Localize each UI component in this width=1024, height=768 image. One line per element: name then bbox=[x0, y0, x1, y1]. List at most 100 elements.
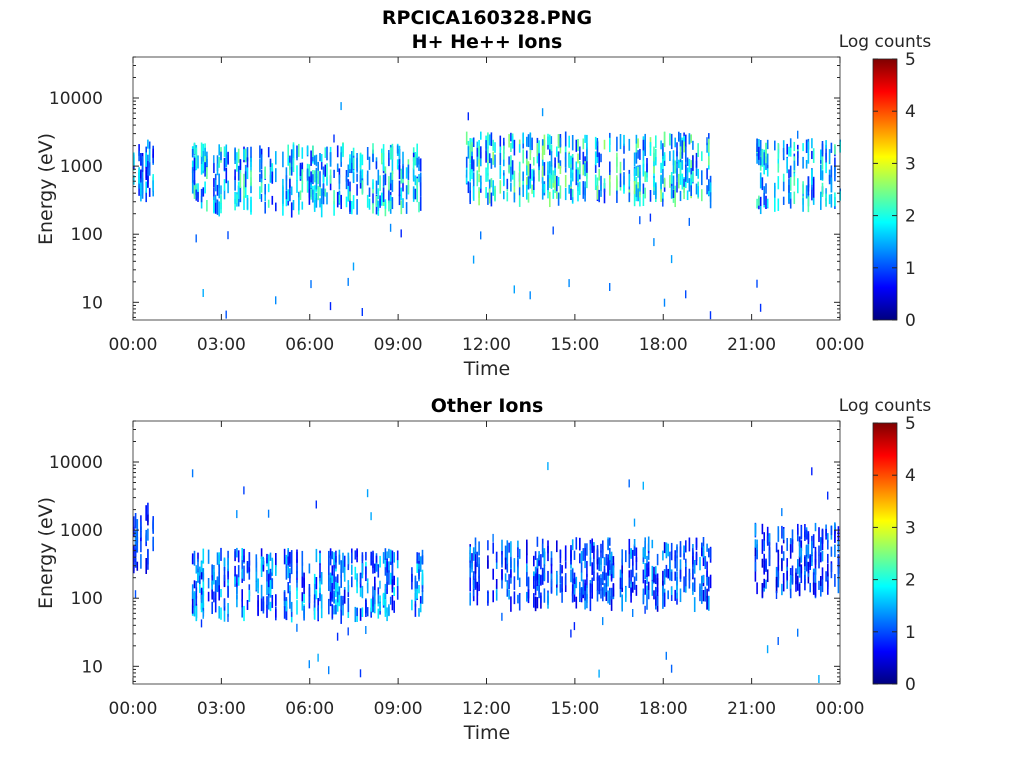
spectrogram-cell bbox=[508, 542, 510, 553]
spectrogram-cell bbox=[814, 546, 817, 563]
spectrogram-cell bbox=[582, 548, 585, 561]
spectrogram-cell bbox=[326, 163, 328, 179]
y-tick-label: 10000 bbox=[49, 453, 103, 473]
spectrogram-cell bbox=[593, 558, 595, 574]
spectrogram-cell bbox=[625, 587, 627, 602]
spectrogram-cell bbox=[285, 554, 288, 565]
spectrogram-cell bbox=[472, 580, 475, 590]
spectrogram-cell bbox=[510, 558, 512, 568]
spectrogram-cell bbox=[564, 545, 567, 561]
spectrogram-cell bbox=[605, 572, 608, 585]
spectrogram-cell bbox=[550, 151, 553, 167]
x-tick-label: 06:00 bbox=[285, 335, 334, 355]
spectrogram-cell bbox=[260, 556, 263, 572]
spectrogram-cell bbox=[688, 178, 691, 192]
spectrogram-cell bbox=[623, 143, 625, 154]
spectrogram-cell bbox=[275, 565, 277, 576]
spectrogram-cell bbox=[356, 607, 358, 617]
spectrogram-cell bbox=[678, 131, 680, 142]
spectrogram-cell bbox=[789, 538, 792, 551]
spectrogram-cell bbox=[692, 548, 694, 557]
spectrogram-cell bbox=[391, 563, 394, 577]
spectrogram-cell bbox=[639, 216, 641, 225]
spectrogram-cell bbox=[259, 145, 261, 159]
spectrogram-cell bbox=[237, 576, 240, 586]
spectrogram-cell bbox=[416, 558, 418, 573]
colorbar-tick-label: 4 bbox=[905, 102, 916, 122]
spectrogram-cell bbox=[670, 586, 673, 596]
spectrogram-cell bbox=[676, 142, 678, 157]
spectrogram-cell bbox=[536, 568, 539, 580]
spectrogram-cell bbox=[765, 150, 767, 164]
spectrogram-cell bbox=[331, 604, 334, 619]
spectrogram-cell bbox=[301, 562, 304, 576]
spectrogram-cell bbox=[669, 134, 671, 145]
spectrogram-cell bbox=[191, 553, 194, 564]
spectrogram-cell bbox=[774, 182, 776, 192]
spectrogram-cell bbox=[402, 182, 404, 192]
spectrogram-cell bbox=[586, 134, 588, 150]
spectrogram-cell bbox=[351, 576, 353, 588]
panel-title: H+ He++ Ions bbox=[412, 31, 563, 53]
spectrogram-cell bbox=[674, 555, 676, 569]
spectrogram-cell bbox=[199, 581, 201, 593]
spectrogram-cell bbox=[693, 597, 696, 613]
spectrogram-cell bbox=[140, 521, 142, 532]
spectrogram-cell bbox=[763, 553, 765, 563]
spectrogram-cell bbox=[635, 134, 638, 144]
spectrogram-cell bbox=[331, 583, 334, 594]
spectrogram-cell bbox=[540, 575, 542, 586]
spectrogram-cell bbox=[402, 151, 404, 165]
spectrogram-cell bbox=[487, 146, 489, 161]
spectrogram-cell bbox=[756, 198, 758, 209]
spectrogram-cell bbox=[809, 582, 811, 593]
spectrogram-cell bbox=[206, 164, 208, 180]
spectrogram-cell bbox=[596, 138, 599, 146]
spectrogram-cell bbox=[243, 548, 245, 563]
spectrogram-cell bbox=[503, 190, 505, 200]
spectrogram-cell bbox=[777, 143, 780, 152]
spectrogram-cell bbox=[289, 178, 291, 188]
spectrogram-cell bbox=[134, 532, 137, 545]
spectrogram-cell bbox=[361, 552, 364, 561]
spectrogram-cell bbox=[320, 572, 323, 585]
spectrogram-cell bbox=[381, 192, 383, 206]
spectrogram-cell bbox=[414, 175, 417, 186]
spectrogram-cell bbox=[533, 555, 535, 567]
spectrogram-cell bbox=[234, 198, 236, 211]
spectrogram-cell bbox=[329, 169, 332, 184]
spectrogram-cell bbox=[501, 556, 503, 568]
spectrogram-cell bbox=[223, 146, 226, 157]
x-tick-label: 09:00 bbox=[374, 699, 423, 719]
spectrogram-cell bbox=[632, 561, 634, 578]
spectrogram-cell bbox=[472, 172, 475, 182]
spectrogram-cell bbox=[688, 573, 691, 589]
spectrogram-cell bbox=[328, 550, 330, 567]
spectrogram-cell bbox=[328, 666, 330, 675]
spectrogram-cell bbox=[533, 593, 535, 608]
spectrogram-cell bbox=[384, 567, 387, 576]
spectrogram-cell bbox=[670, 186, 673, 199]
spectrogram-cell bbox=[329, 146, 332, 157]
spectrogram-cell bbox=[674, 160, 676, 174]
spectrogram-cell bbox=[275, 202, 277, 212]
spectrogram-cell bbox=[670, 133, 673, 150]
spectrogram-cell bbox=[635, 165, 638, 176]
spectrogram-cell bbox=[788, 146, 790, 157]
spectrogram-cell bbox=[340, 574, 342, 588]
spectrogram-cell bbox=[518, 161, 521, 171]
spectrogram-cell bbox=[418, 174, 420, 183]
spectrogram-cell bbox=[533, 187, 535, 198]
colorbar-tick-label: 2 bbox=[905, 571, 916, 591]
spectrogram-cell bbox=[579, 537, 581, 551]
spectrogram-cell bbox=[789, 544, 792, 559]
spectrogram-cell bbox=[541, 145, 544, 160]
spectrogram-cell bbox=[398, 180, 401, 197]
spectrogram-cell bbox=[382, 187, 385, 203]
spectrogram-cell bbox=[319, 183, 321, 196]
spectrogram-cell bbox=[706, 137, 708, 146]
spectrogram-cell bbox=[206, 200, 208, 212]
spectrogram-cell bbox=[775, 566, 778, 579]
spectrogram-cell bbox=[499, 165, 502, 179]
spectrogram-cell bbox=[372, 203, 374, 214]
